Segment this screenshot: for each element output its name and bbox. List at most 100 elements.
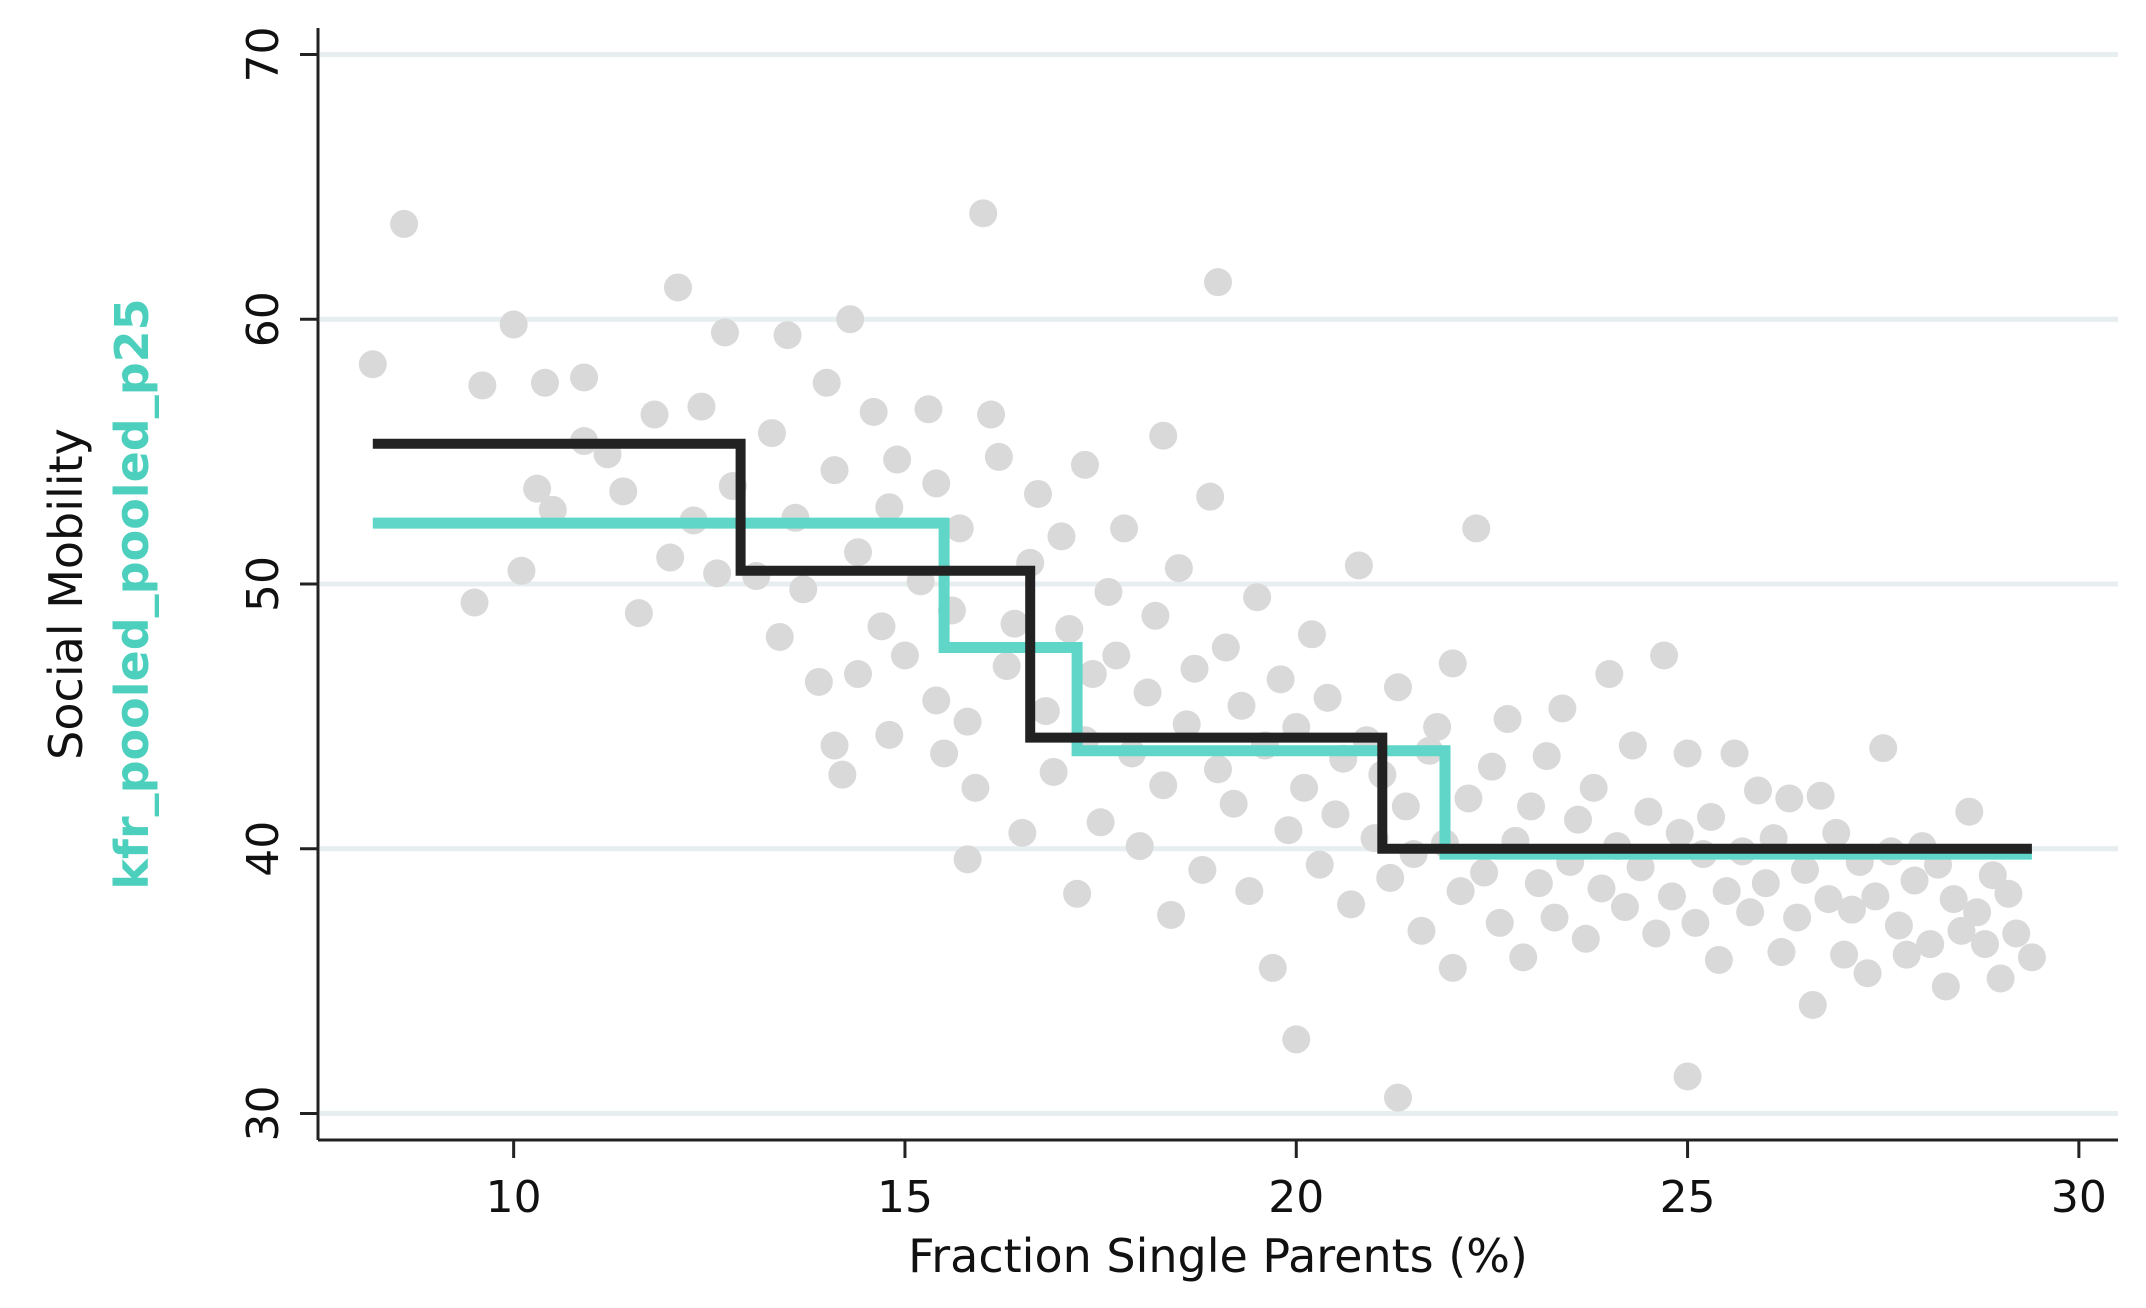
data-point [1266, 665, 1295, 694]
data-point [1610, 893, 1639, 922]
data-point [859, 397, 888, 426]
data-point [1078, 660, 1107, 689]
data-point [1243, 583, 1272, 612]
data-point [703, 559, 732, 588]
data-point [1634, 797, 1663, 826]
data-point [1102, 641, 1131, 670]
data-point [1235, 877, 1264, 906]
data-point [1391, 792, 1420, 821]
data-point [1438, 953, 1467, 982]
data-point [953, 845, 982, 874]
data-point [828, 760, 857, 789]
data-point [836, 305, 865, 334]
data-point [1384, 673, 1412, 702]
data-point [930, 739, 959, 768]
data-point [1086, 808, 1115, 837]
data-point [1180, 654, 1209, 683]
data-point [875, 493, 904, 522]
data-point [1822, 818, 1851, 847]
data-point [1297, 620, 1326, 649]
data-point [1125, 832, 1154, 861]
data-point [1540, 903, 1569, 932]
data-point [507, 556, 536, 585]
data-point [1337, 890, 1366, 919]
data-point [820, 456, 849, 485]
data-point [961, 773, 990, 802]
data-point [1219, 789, 1248, 818]
data-point [1384, 1083, 1412, 1112]
data-point [1172, 710, 1201, 739]
x-tick-label: 15 [877, 1172, 933, 1223]
data-point [1587, 874, 1616, 903]
data-point [812, 368, 841, 397]
data-point [1164, 554, 1193, 583]
data-point [1438, 649, 1467, 678]
data-point [1830, 940, 1859, 969]
data-point [1149, 421, 1178, 450]
data-point [1517, 792, 1546, 821]
data-point [2002, 919, 2031, 948]
data-point [1070, 450, 1099, 479]
data-point [1720, 739, 1749, 768]
data-point [640, 400, 669, 429]
data-point [1806, 781, 1835, 810]
data-point [1665, 818, 1694, 847]
data-point [1133, 678, 1162, 707]
data-point [1861, 882, 1890, 911]
data-point [1188, 855, 1217, 884]
data-point [1196, 482, 1225, 511]
data-point [765, 622, 794, 651]
data-point [890, 641, 919, 670]
data-point [922, 469, 951, 498]
data-point [460, 588, 489, 617]
data-point [844, 538, 872, 567]
data-point [883, 445, 912, 474]
y-tick-label: 50 [238, 556, 289, 612]
data-point [1618, 731, 1647, 760]
data-point [1157, 900, 1186, 929]
data-point [1039, 757, 1068, 786]
data-point [1673, 1062, 1702, 1091]
x-tick-label: 30 [2051, 1172, 2107, 1223]
data-point [1376, 863, 1405, 892]
data-point [624, 599, 653, 628]
data-point [1055, 615, 1084, 644]
data-point [1853, 959, 1882, 988]
data-point [1446, 877, 1475, 906]
data-point [1595, 660, 1624, 689]
data-point [914, 395, 943, 424]
y-tick-label: 70 [238, 26, 289, 82]
data-point [1900, 866, 1929, 895]
x-tick-label: 25 [1660, 1172, 1716, 1223]
y-ticks: 30 40 50 60 70 [238, 26, 318, 1142]
data-point [1024, 479, 1052, 508]
data-point [1313, 683, 1342, 712]
data-point [1008, 818, 1037, 847]
y-tick-label: 60 [238, 291, 289, 347]
data-point [1063, 879, 1092, 908]
data-point [538, 495, 567, 524]
data-point [1931, 972, 1960, 1001]
data-point [1282, 1025, 1311, 1054]
scatter-points [358, 199, 2046, 1112]
data-point [922, 686, 951, 715]
data-point [1407, 916, 1436, 945]
step-line [372, 517, 2032, 860]
data-point [1548, 694, 1577, 723]
y-axis-series-title: kfr_pooled_pooled_p25 [105, 298, 159, 889]
data-point [1994, 879, 2023, 908]
data-point [1884, 911, 1913, 940]
data-point [1227, 691, 1256, 720]
data-point [1047, 522, 1076, 551]
data-point [984, 442, 1013, 471]
data-point [1305, 850, 1334, 879]
x-tick-label: 10 [486, 1172, 542, 1223]
data-point [1970, 930, 1999, 959]
data-point [1485, 908, 1514, 937]
data-point [1532, 742, 1561, 771]
data-point [1978, 861, 2007, 890]
data-point [1564, 805, 1592, 834]
data-point [2017, 943, 2046, 972]
data-point [390, 209, 419, 238]
